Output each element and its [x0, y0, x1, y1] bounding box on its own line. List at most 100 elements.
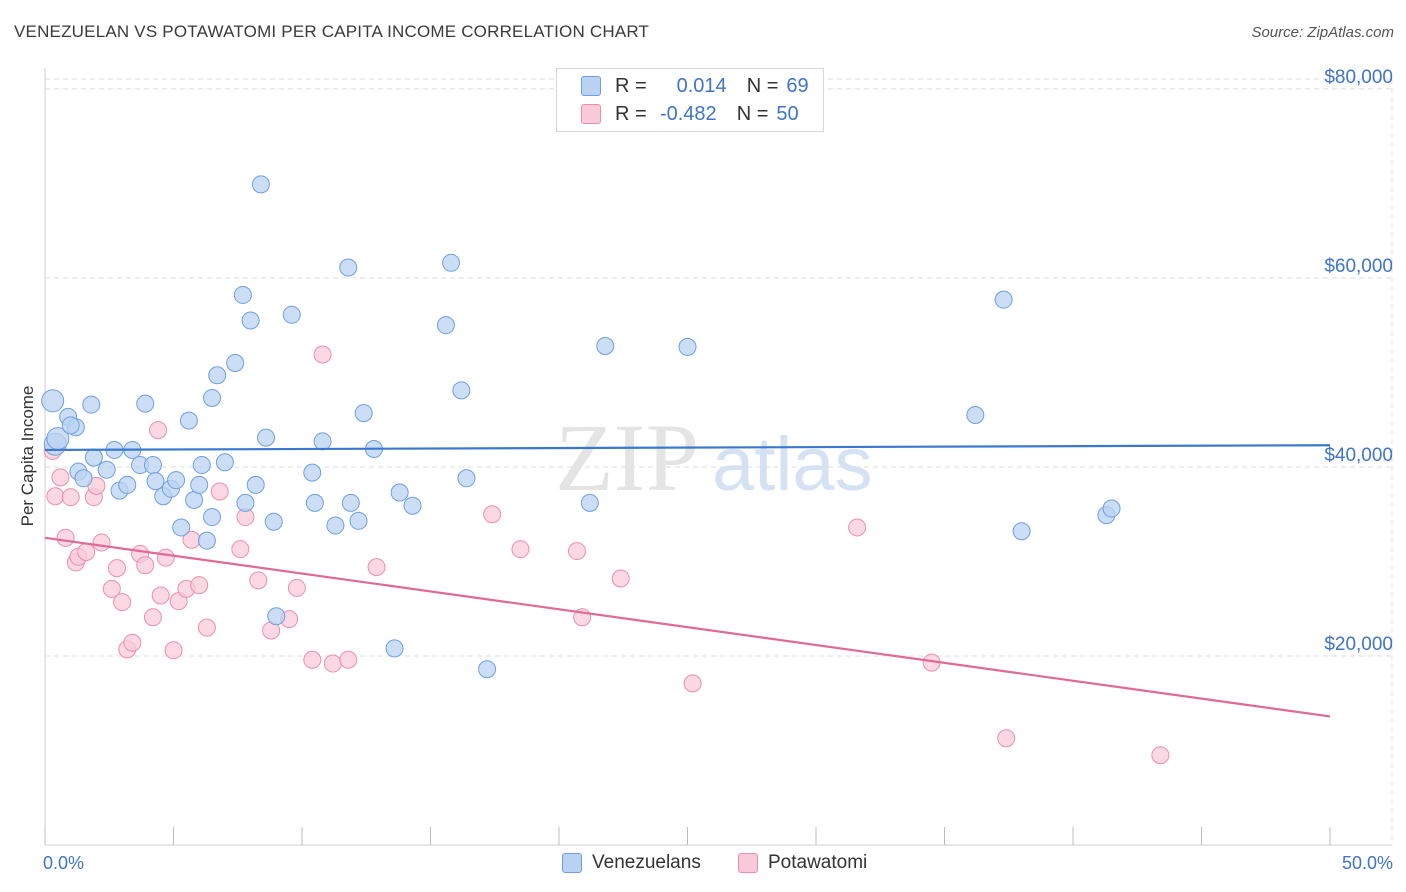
potawatomi-point — [483, 505, 502, 524]
venezuelans-point — [1102, 499, 1121, 518]
venezuelans-point — [305, 493, 324, 512]
legend-item-venezuelans[interactable]: Venezuelans — [562, 852, 701, 874]
venezuelans-point — [146, 472, 165, 491]
y-axis-label: Per Capita Income — [18, 385, 37, 527]
venezuelans-point — [478, 660, 497, 679]
venezuelans-point — [678, 337, 697, 356]
potawatomi-point — [190, 576, 209, 595]
potawatomi-point — [567, 542, 586, 561]
legend-row-venezuelans: R = 0.014 N = 69 — [581, 73, 809, 99]
venezuelans-point — [197, 531, 216, 550]
venezuelans-point — [203, 388, 222, 407]
potawatomi-point — [164, 641, 183, 660]
legend-swatch-pink — [738, 853, 758, 873]
venezuelans-point — [436, 316, 455, 335]
venezuelans-point — [390, 483, 409, 502]
legend-item-potawatomi[interactable]: Potawatomi — [738, 852, 867, 874]
potawatomi-point — [683, 674, 702, 693]
potawatomi-point — [56, 528, 75, 547]
venezuelans-point — [257, 428, 276, 447]
venezuelans-point — [179, 411, 198, 430]
potawatomi-points — [43, 345, 1170, 765]
venezuelans-point — [442, 253, 461, 272]
venezuelans-point — [457, 469, 476, 488]
venezuelans-point — [84, 448, 103, 467]
potawatomi-point — [143, 608, 162, 627]
venezuelans-point — [208, 366, 227, 385]
venezuelans-point — [246, 475, 265, 494]
venezuelans-point — [452, 381, 471, 400]
potawatomi-point — [77, 543, 96, 562]
venezuelans-point — [41, 389, 65, 413]
watermark-atlas: atlas — [712, 422, 873, 507]
legend-n-label: N = — [736, 102, 769, 125]
potawatomi-point — [997, 729, 1016, 748]
venezuelans-point — [994, 290, 1013, 309]
trend-lines — [44, 444, 1331, 718]
venezuelans-point — [97, 460, 116, 479]
venezuelans-point — [185, 491, 204, 510]
venezuelans-point — [1012, 522, 1031, 541]
watermark: ZIP atlas — [555, 404, 873, 511]
chart-title: VENEZUELAN VS POTAWATOMI PER CAPITA INCO… — [14, 22, 650, 41]
potawatomi-point — [113, 593, 132, 612]
venezuelans-point — [172, 518, 191, 537]
legend-swatch-blue — [562, 853, 582, 873]
venezuelans-point — [264, 512, 283, 531]
potawatomi-point — [156, 548, 175, 567]
venezuelans-point — [313, 432, 332, 451]
venezuelans-point — [143, 456, 162, 475]
potawatomi-point — [151, 586, 170, 605]
legend-r-label: R = — [615, 102, 647, 125]
watermark-zip: ZIP — [555, 404, 699, 511]
axes — [44, 68, 1392, 846]
venezuelans-point — [74, 469, 93, 488]
potawatomi-point — [323, 654, 342, 673]
venezuelans-point — [233, 285, 252, 304]
tick-labels: $20,000 $40,000 $60,000 $80,000 0.0% 50.0% — [43, 67, 1393, 873]
venezuelans-point — [339, 258, 358, 277]
venezuelans-point — [596, 336, 615, 355]
legend-r-label: R = — [615, 74, 647, 97]
potawatomi-point — [149, 421, 168, 440]
legend-swatch-blue — [581, 76, 601, 96]
y-tick-label: $60,000 — [1324, 256, 1393, 277]
venezuelans-point — [241, 311, 260, 330]
venezuelans-point — [61, 416, 80, 435]
venezuelans-point — [136, 394, 155, 413]
potawatomi-point — [287, 578, 306, 597]
potawatomi-point — [92, 533, 111, 552]
legend-n-value: 69 — [786, 74, 809, 97]
venezuelans-point — [192, 456, 211, 475]
venezuelans-point — [82, 395, 101, 414]
venezuelans-point — [580, 493, 599, 512]
potawatomi-point — [61, 488, 80, 507]
legend-label-venezuelans: Venezuelans — [592, 852, 701, 873]
potawatomi-point — [107, 559, 126, 578]
venezuelans-point — [251, 175, 270, 194]
legend-n-value: 50 — [776, 102, 799, 125]
venezuelans-point — [203, 508, 222, 527]
correlation-legend: R = 0.014 N = 69 R = -0.482 N = 50 — [556, 68, 824, 132]
venezuelans-points — [41, 175, 1121, 679]
venezuelans-point — [236, 493, 255, 512]
y-tick-label: $20,000 — [1324, 634, 1393, 655]
venezuelans-point — [403, 496, 422, 515]
potawatomi-trend-line — [44, 536, 1331, 718]
potawatomi-point — [313, 345, 332, 364]
venezuelans-point — [215, 453, 234, 472]
legend-row-potawatomi: R = -0.482 N = 50 — [581, 101, 799, 127]
venezuelans-point — [282, 305, 301, 324]
potawatomi-point — [511, 540, 530, 559]
legend-r-value: 0.014 — [676, 74, 727, 97]
legend-swatch-pink — [581, 104, 601, 124]
venezuelans-point — [167, 471, 186, 490]
venezuelans-point — [341, 493, 360, 512]
y-tick-label: $80,000 — [1324, 67, 1393, 88]
x-tick-label: 0.0% — [43, 853, 84, 873]
legend-n-label: N = — [746, 74, 779, 97]
potawatomi-point — [123, 633, 142, 652]
legend-r-value: -0.482 — [659, 102, 717, 125]
potawatomi-point — [210, 482, 229, 501]
